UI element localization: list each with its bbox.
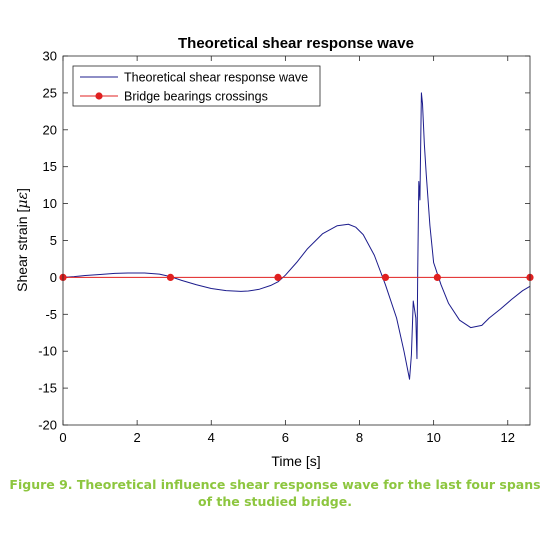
series-layer [59, 92, 534, 380]
y-tick-label: 30 [43, 49, 57, 64]
x-axis-label: Time [s] [271, 453, 320, 469]
chart-title: Theoretical shear response wave [178, 35, 414, 52]
x-tick-label: 10 [426, 430, 440, 445]
legend-box [72, 65, 321, 107]
chart-svg: Theoretical shear response wave -20 -15 -1… [14, 35, 534, 469]
y-tick-label: -20 [38, 418, 57, 433]
y-tick-label: 5 [50, 233, 57, 248]
y-axis-label-text: Shear strain [ [14, 209, 30, 292]
x-tick-label: 4 [208, 430, 215, 445]
legend-label-bearings: Bridge bearings crossings [124, 90, 268, 104]
bearing-marker [274, 273, 282, 281]
plot-frame [62, 55, 531, 426]
bearing-marker [381, 273, 390, 281]
legend: Theoretical shear response wave Bridge b… [72, 65, 321, 107]
y-tick-label: -15 [38, 381, 57, 396]
x-tick-label: 6 [282, 430, 289, 445]
legend-marker-bearings [95, 92, 103, 100]
y-axis-label-symbol: με [15, 192, 31, 209]
y-tick-label: 15 [43, 159, 57, 174]
y-axis-label: Shear strain [με] [14, 188, 31, 292]
x-tick-label: 0 [59, 430, 66, 445]
bearing-marker [166, 273, 175, 281]
y-axis-ticks: -20 -15 -10 -5 0 5 10 15 20 25 30 [38, 49, 530, 433]
y-tick-label: 10 [43, 196, 57, 211]
plot-area [63, 56, 530, 425]
y-tick-label: -5 [45, 307, 57, 322]
x-tick-label: 2 [134, 430, 141, 445]
y-tick-label: -10 [38, 344, 57, 359]
chart-figure: Theoretical shear response wave -20 -15 -1… [14, 35, 534, 469]
caption-line-1: Figure 9. Theoretical influence shear re… [9, 477, 541, 492]
y-axis-label-close: ] [14, 188, 30, 192]
legend-label-shear-wave: Theoretical shear response wave [124, 71, 308, 85]
y-tick-label: 0 [50, 270, 57, 285]
bearing-marker [433, 273, 441, 281]
y-tick-label: 20 [43, 122, 57, 137]
x-tick-label: 12 [501, 430, 515, 445]
y-tick-label: 25 [43, 85, 57, 100]
figure-caption: Figure 9. Theoretical influence shear re… [0, 476, 550, 510]
x-tick-label: 8 [356, 430, 363, 445]
series-line-0 [62, 92, 531, 380]
caption-line-2: of the studied bridge. [198, 494, 352, 509]
